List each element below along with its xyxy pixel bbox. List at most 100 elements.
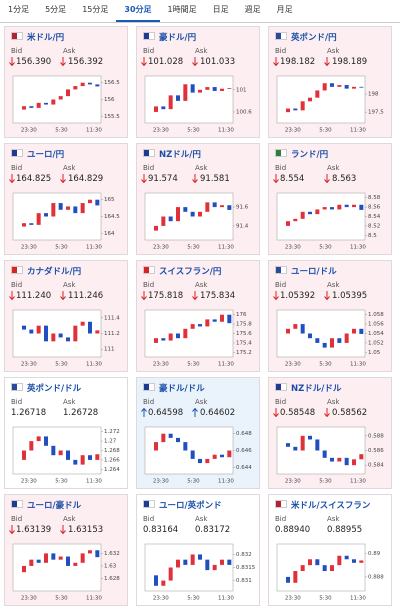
ask-value: 1.26728	[63, 408, 99, 418]
plot-frame	[276, 309, 366, 358]
tab[interactable]: 1分足	[8, 5, 30, 14]
rate-card[interactable]: 豪ドル/円 Bid Ask 101.028 101.033 101 100.6 23:30 5:…	[136, 26, 260, 138]
pair-name: 米ドル/円	[27, 33, 65, 43]
candle	[161, 106, 166, 110]
pair-name: NZドル/ドル	[291, 384, 342, 394]
rate-card[interactable]: ユーロ/ドル Bid Ask 1.05392 1.05395 1.058 1.056 1.05…	[268, 260, 392, 372]
x-tick-label: 5:30	[187, 245, 200, 251]
candle	[161, 338, 166, 341]
candle	[73, 562, 78, 566]
tab[interactable]: 30分足	[116, 0, 160, 22]
y-tick-label: 1.628	[104, 576, 120, 582]
ask-label: Ask	[195, 515, 208, 523]
ask-label: Ask	[327, 398, 340, 406]
rate-card[interactable]: ランド/円 Bid Ask 8.554 8.563 8.58 8.56 8.54 8.52 8.5…	[268, 143, 392, 255]
candle	[286, 576, 290, 583]
x-tick-label: 23:30	[21, 479, 37, 485]
trend-arrow	[9, 57, 15, 66]
x-tick-label: 23:30	[21, 362, 37, 368]
candle	[44, 213, 48, 217]
candle	[308, 97, 312, 102]
tab[interactable]: 月足	[276, 5, 293, 14]
rate-card[interactable]: 米ドル/スイスフラン Bid Ask 0.88940 0.88955 0.89 0.888 2…	[268, 494, 392, 606]
candle	[88, 550, 92, 554]
mini-chart: 0.89 0.888 23:30 5:30 11:30	[276, 543, 384, 602]
arrow-shape	[60, 174, 66, 183]
candle	[337, 338, 342, 343]
tab[interactable]: 週足	[244, 5, 261, 14]
pair-name: 豪ドル/ドル	[159, 384, 205, 394]
y-tick-label: 175.6	[236, 331, 252, 337]
rate-card[interactable]: スイスフラン/円 Bid Ask 175.818 175.834 176 175.8 175.…	[136, 260, 260, 372]
mini-chart: 156.5 156 155.5 23:30 5:30 11:30	[12, 75, 120, 134]
rate-card[interactable]: 英ポンド/円 Bid Ask 198.182 198.189 198 197.5 23:30 5…	[268, 26, 392, 138]
candle	[337, 204, 342, 210]
candle	[95, 454, 100, 460]
rate-card[interactable]: カナダドル/円 Bid Ask 111.240 111.246 111.4 111.2 111…	[4, 260, 128, 372]
pair-name: 米ドル/スイスフラン	[291, 501, 371, 511]
arrow-shape	[324, 57, 330, 66]
ask-label: Ask	[195, 281, 208, 289]
candle	[352, 86, 356, 89]
candle	[212, 202, 217, 208]
y-tick-label: 1.058	[368, 312, 384, 318]
rate-card[interactable]: NZドル/円 Bid Ask 91.574 91.581 91.6 91.4 23:30 5:3…	[136, 143, 260, 255]
rate-card[interactable]: 米ドル/円 Bid Ask 156.390 156.392 156.5 156 155.5 23…	[4, 26, 128, 138]
x-tick-label: 23:30	[285, 128, 301, 134]
x-tick-label: 5:30	[319, 479, 332, 485]
ask-value: 0.58562	[332, 408, 368, 418]
candle	[36, 102, 41, 108]
mini-chart: 0.832 0.8315 0.831 23:30 5:30 11:30	[144, 543, 256, 602]
tab[interactable]: 日足	[212, 5, 229, 14]
candle	[95, 84, 100, 87]
tab[interactable]: 15分足	[82, 5, 109, 14]
candle	[220, 88, 224, 91]
candle	[359, 204, 364, 210]
flag-icon	[275, 383, 287, 391]
pair-name: 英ポンド/円	[291, 33, 337, 43]
arrow-shape	[60, 525, 66, 534]
y-tick-label: 1.056	[368, 322, 384, 328]
candle	[344, 204, 349, 208]
candle	[80, 203, 85, 214]
candle	[286, 328, 290, 334]
arrow-shape	[273, 57, 279, 66]
candle	[88, 199, 92, 204]
plot-frame	[12, 309, 102, 358]
rate-card[interactable]: 英ポンド/ドル Bid Ask 1.26718 1.26728 1.272 1.27 1.26…	[4, 377, 128, 489]
y-tick-label: 101	[236, 87, 247, 93]
flag-icon	[275, 149, 287, 157]
ask-label: Ask	[63, 164, 76, 172]
rate-card[interactable]: ユーロ/円 Bid Ask 164.825 164.829 165 164.5 164 23:3…	[4, 143, 128, 255]
y-tick-label: 1.63	[104, 563, 117, 569]
candle	[36, 559, 41, 563]
y-tick-label: 0.644	[236, 465, 252, 471]
bid-label: Bid	[11, 281, 23, 289]
mini-chart: 111.4 111.2 111 23:30 5:30 11:30	[12, 309, 120, 368]
candle	[205, 559, 210, 571]
rate-card[interactable]: ユーロ/英ポンド Bid Ask 0.83164 0.83172 0.832 0.8315 0…	[136, 494, 260, 606]
mini-chart: 165 164.5 164 23:30 5:30 11:30	[12, 192, 120, 251]
candle	[212, 454, 217, 459]
rate-card[interactable]: 豪ドル/ドル Bid Ask 0.64598 0.64602 0.648 0.646 0.64…	[136, 377, 260, 489]
rate-card[interactable]: NZドル/ドル Bid Ask 0.58548 0.58562 0.588 0.586 0.5…	[268, 377, 392, 489]
mini-chart: 0.588 0.586 0.584 23:30 5:30 11:30	[276, 426, 384, 485]
rate-card[interactable]: ユーロ/豪ドル Bid Ask 1.63139 1.63153 1.632 1.63 1.62…	[4, 494, 128, 606]
tab[interactable]: 5分足	[45, 5, 67, 14]
trend-arrow	[60, 174, 66, 183]
candle	[161, 216, 166, 226]
candle	[22, 325, 26, 330]
trend-arrow	[192, 57, 198, 66]
candle	[73, 325, 78, 342]
y-tick-label: 155.5	[104, 114, 120, 120]
y-tick-label: 0.831	[236, 578, 252, 584]
candle	[58, 203, 63, 210]
candle	[300, 101, 305, 111]
plot-frame	[276, 192, 366, 241]
candle	[352, 459, 356, 466]
tab[interactable]: 1時間足	[167, 5, 197, 14]
mini-chart: 198 197.5 23:30 5:30 11:30	[276, 75, 384, 134]
candle	[205, 319, 210, 327]
x-tick-label: 5:30	[319, 596, 332, 602]
candle	[66, 206, 70, 210]
